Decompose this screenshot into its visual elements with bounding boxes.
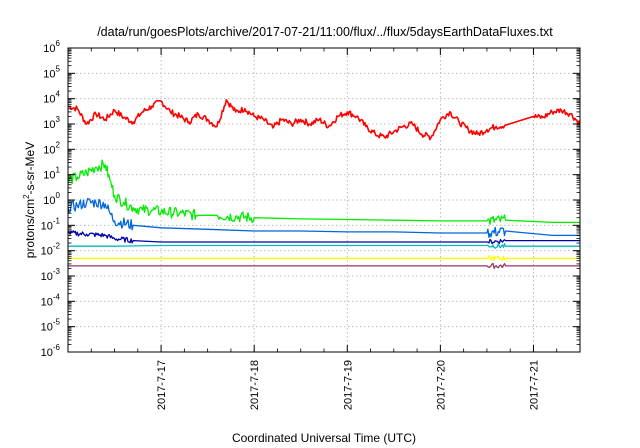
series-line-3 (67, 197, 580, 239)
series-line-7 (68, 262, 580, 270)
y-tick-label: 102 (43, 140, 60, 156)
y-tick-base: 10 (41, 347, 53, 359)
y-tick-base: 10 (43, 94, 55, 106)
y-tick-exp: -4 (53, 292, 61, 301)
y-tick-exp: 1 (56, 166, 61, 175)
y-tick-label: 100 (43, 191, 60, 207)
series-line-1 (67, 99, 581, 141)
y-tick-exp: -3 (53, 267, 61, 276)
series-line-6 (68, 255, 580, 262)
y-axis-label-pre: protons/cm (23, 199, 37, 258)
series-line-2 (67, 159, 580, 225)
y-tick-label: 10-6 (41, 343, 61, 359)
y-tick-base: 10 (41, 322, 53, 334)
y-tick-exp: 2 (56, 140, 61, 149)
y-tick-label: 10-2 (41, 242, 61, 258)
y-tick-base: 10 (41, 246, 53, 258)
y-tick-label: 104 (43, 90, 60, 106)
y-tick-label: 10-1 (41, 216, 61, 232)
y-tick-exp: 4 (56, 90, 61, 99)
series-line-5 (68, 242, 580, 249)
y-tick-base: 10 (43, 119, 55, 131)
series-line-4 (67, 230, 580, 245)
x-tick-label: 2017-7-17 (156, 360, 168, 410)
y-tick-label: 10-5 (41, 318, 61, 334)
y-tick-base: 10 (43, 144, 55, 156)
x-axis-label: Coordinated Universal Time (UTC) (232, 431, 416, 445)
x-tick-label: 2017-7-18 (249, 360, 261, 410)
y-tick-exp: -5 (53, 318, 61, 327)
y-tick-exp: 6 (56, 39, 61, 48)
y-tick-base: 10 (41, 220, 53, 232)
x-tick-label: 2017-7-20 (435, 360, 447, 410)
y-tick-exp: -1 (53, 216, 61, 225)
y-axis-label-sup: 2 (22, 194, 31, 199)
y-tick-base: 10 (41, 271, 53, 283)
y-tick-exp: 0 (56, 191, 61, 200)
chart-title: /data/run/goesPlots/archive/2017-07-21/1… (97, 25, 553, 39)
x-tick-label: 2017-7-21 (528, 360, 540, 410)
y-tick-label: 106 (43, 39, 60, 55)
y-tick-label: 101 (43, 166, 60, 182)
y-tick-base: 10 (43, 68, 55, 80)
grid-lines (68, 48, 580, 352)
x-axis-ticks: 2017-7-17 2017-7-18 2017-7-19 2017-7-20 2017… (90, 48, 581, 410)
y-tick-exp: -2 (53, 242, 61, 251)
y-axis-label-post: -s-sr-MeV (23, 142, 37, 195)
y-tick-base: 10 (41, 296, 53, 308)
y-tick-exp: -6 (53, 343, 61, 352)
y-tick-exp: 3 (56, 115, 61, 124)
x-tick-label: 2017-7-19 (342, 360, 354, 410)
y-axis-ticks: 10-610-510-410-310-210-11001011021031041… (41, 39, 580, 359)
y-tick-base: 10 (43, 195, 55, 207)
y-tick-label: 105 (43, 64, 60, 80)
y-tick-label: 103 (43, 115, 60, 131)
y-axis-label: protons/cm2-s-sr-MeV (22, 142, 37, 258)
y-tick-base: 10 (43, 43, 55, 55)
series-layer (67, 99, 581, 270)
y-tick-label: 10-4 (41, 292, 61, 308)
y-tick-label: 10-3 (41, 267, 61, 283)
y-tick-base: 10 (43, 170, 55, 182)
y-tick-exp: 5 (56, 64, 61, 73)
